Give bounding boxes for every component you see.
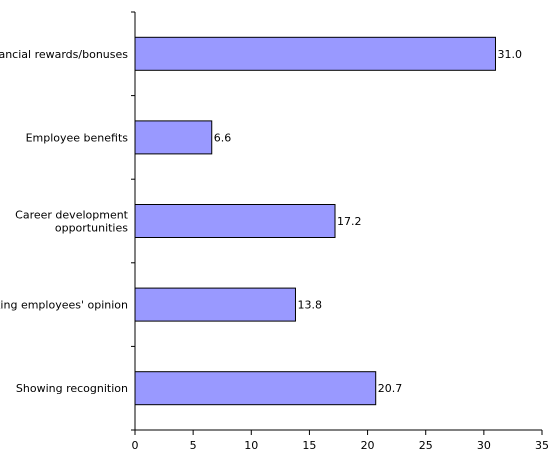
category-label-line: Employee benefits	[26, 131, 129, 144]
category-labels-layer: Financial rewards/bonuses Employee benefi…	[0, 48, 129, 395]
category-label-line: Seeking employees' opinion	[0, 299, 128, 312]
value-label: 6.6	[214, 131, 232, 144]
bar	[134, 371, 377, 406]
x-tick-label: 35	[535, 439, 549, 452]
category-label: Financial rewards/bonuses	[0, 48, 128, 61]
x-tick-label: 10	[244, 439, 258, 452]
x-tick-label: 0	[132, 439, 139, 452]
bars-layer	[134, 36, 496, 406]
value-label: 17.2	[337, 215, 362, 228]
x-tick-label: 20	[361, 439, 375, 452]
x-tick-label: 30	[477, 439, 491, 452]
category-label-line: Showing recognition	[16, 382, 128, 395]
x-tick-label: 25	[419, 439, 433, 452]
bar	[134, 204, 336, 238]
category-label: Seeking employees' opinion	[0, 299, 128, 312]
value-label: 31.0	[497, 48, 522, 61]
bar	[134, 120, 213, 155]
value-label: 13.8	[297, 299, 322, 312]
value-labels-layer: 31.0 6.6 17.2 13.8 20.7	[214, 48, 522, 395]
bar	[134, 287, 296, 322]
axes-layer	[134, 12, 542, 431]
category-label: Career development opportunities	[15, 209, 129, 235]
category-label: Employee benefits	[26, 131, 129, 144]
category-label: Showing recognition	[16, 382, 128, 395]
x-tick-label: 15	[302, 439, 316, 452]
category-label-line: opportunities	[55, 222, 128, 235]
value-label: 20.7	[378, 382, 403, 395]
bar	[134, 36, 496, 71]
category-label-line: Financial rewards/bonuses	[0, 48, 128, 61]
category-label-line: Career development	[15, 209, 129, 222]
ticks-layer: 0 5 10 15 20 25 30 35	[131, 11, 549, 452]
x-tick-label: 5	[190, 439, 197, 452]
